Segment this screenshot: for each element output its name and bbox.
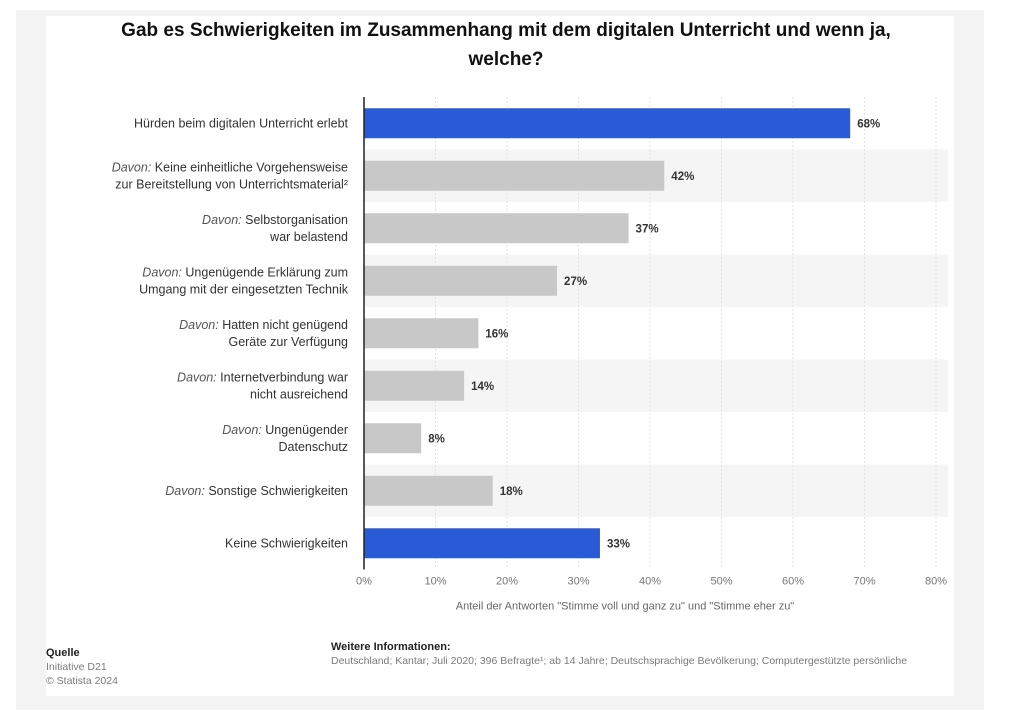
category-label: Keine Schwierigkeiten (225, 536, 348, 550)
category-label: nicht ausreichend (250, 387, 348, 401)
bar (364, 265, 558, 296)
category-prefix: Davon: (177, 370, 220, 384)
x-tick-label: 20% (496, 576, 518, 588)
x-tick-label: 60% (782, 576, 804, 588)
x-tick-label: 0% (356, 576, 372, 588)
category-prefix: Davon: (222, 423, 265, 437)
category-label: Davon: Selbstorganisation (202, 213, 348, 227)
category-prefix: Davon: (165, 484, 208, 498)
category-text: Ungenügende Erklärung zum (185, 265, 348, 279)
x-tick-label: 50% (710, 576, 732, 588)
value-label: 37% (636, 223, 659, 235)
category-label: Hürden beim digitalen Unterricht erlebt (134, 116, 349, 130)
x-tick-label: 40% (639, 576, 661, 588)
x-tick-label: 10% (424, 576, 446, 588)
value-label: 18% (500, 486, 523, 498)
category-label: Davon: Ungenügende Erklärung zum (142, 265, 348, 279)
category-prefix: Davon: (112, 160, 155, 174)
value-label: 42% (671, 171, 694, 183)
value-label: 68% (857, 118, 880, 130)
category-prefix: Davon: (179, 318, 222, 332)
category-prefix: Davon: (202, 213, 245, 227)
category-label: Umgang mit der eingesetzten Technik (139, 282, 349, 296)
source-block: Quelle Initiative D21 © Statista 2024 (46, 646, 118, 688)
value-label: 27% (564, 276, 587, 288)
category-text: Internetverbindung war (220, 370, 348, 384)
category-label: Davon: Internetverbindung war (177, 370, 348, 384)
bar (364, 423, 422, 454)
category-text: Sonstige Schwierigkeiten (208, 484, 348, 498)
value-label: 14% (471, 381, 494, 393)
x-axis-title: Anteil der Antworten "Stimme voll und ga… (456, 601, 795, 613)
source-line-1: Initiative D21 (46, 661, 107, 673)
category-label: Datenschutz (279, 440, 348, 454)
category-text: Keine einheitliche Vorgehensweise (155, 160, 348, 174)
category-label: Davon: Sonstige Schwierigkeiten (165, 484, 348, 498)
source-heading: Quelle (46, 647, 80, 659)
value-label: 16% (485, 328, 508, 340)
bar (364, 318, 479, 349)
value-label: 8% (428, 433, 445, 445)
bar (364, 528, 600, 559)
info-heading: Weitere Informationen: (331, 641, 451, 653)
info-text: Deutschland; Kantar; Juli 2020; 396 Befr… (331, 655, 908, 667)
category-label: Davon: Ungenügender (222, 423, 348, 437)
category-label: Davon: Hatten nicht genügend (179, 318, 348, 332)
bar (364, 213, 629, 244)
value-label: 33% (607, 538, 630, 550)
category-prefix: Davon: (142, 265, 185, 279)
bar (364, 475, 493, 506)
bar (364, 160, 665, 191)
bar (364, 108, 851, 139)
bar (364, 370, 465, 401)
info-block: Weitere Informationen: Deutschland; Kant… (331, 640, 981, 668)
category-label: Geräte zur Verfügung (228, 335, 348, 349)
chart-title: Gab es Schwierigkeiten im Zusammenhang m… (121, 20, 891, 70)
category-text: Ungenügender (265, 423, 348, 437)
category-text: Selbstorganisation (245, 213, 348, 227)
x-tick-label: 30% (567, 576, 589, 588)
category-text: Hatten nicht genügend (222, 318, 348, 332)
x-tick-label: 70% (853, 576, 875, 588)
category-label: Davon: Keine einheitliche Vorgehensweise (112, 160, 348, 174)
source-line-2: © Statista 2024 (46, 675, 118, 687)
category-label: zur Bereitstellung von Unterrichtsmateri… (115, 177, 348, 191)
category-label: war belastend (269, 230, 348, 244)
x-tick-label: 80% (925, 576, 947, 588)
